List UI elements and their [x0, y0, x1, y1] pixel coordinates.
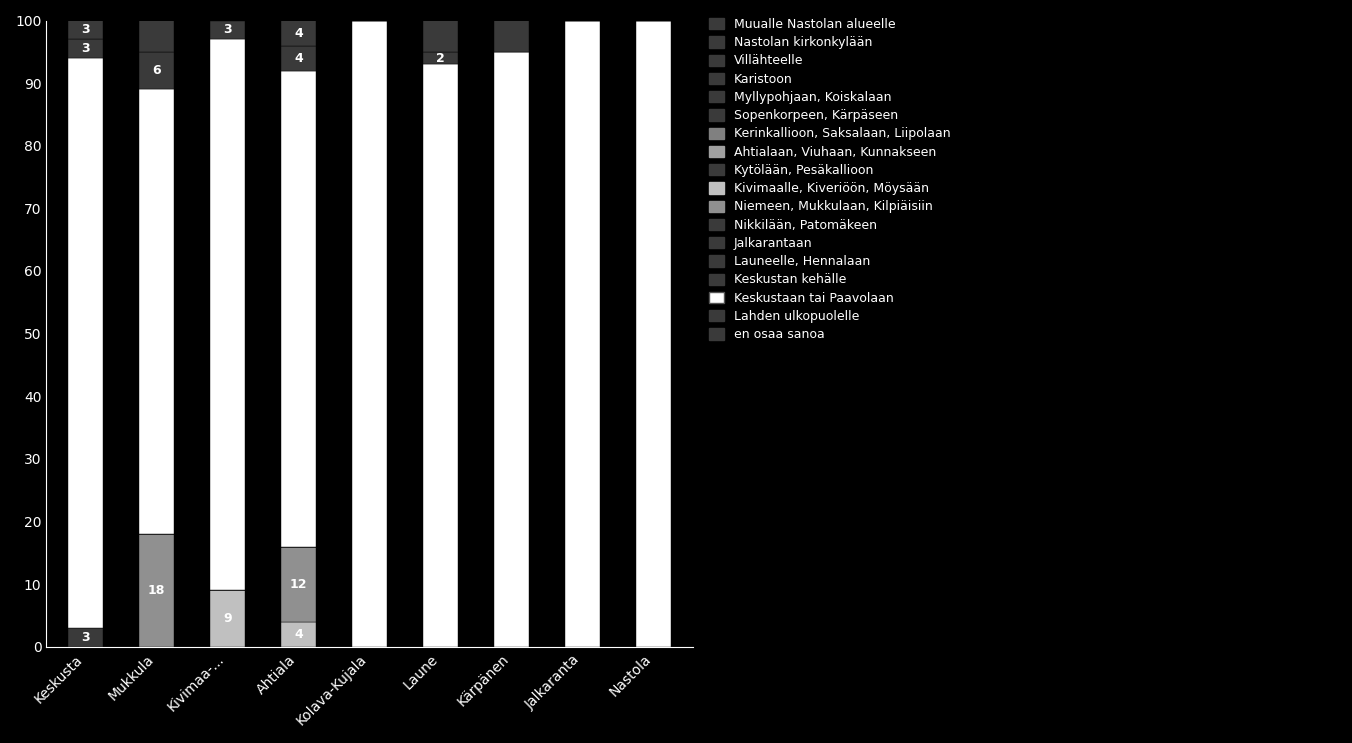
- Bar: [281, 45, 316, 71]
- Bar: [565, 21, 600, 646]
- Text: 2: 2: [437, 51, 445, 65]
- Bar: [423, 21, 458, 52]
- Bar: [138, 52, 174, 89]
- Bar: [68, 39, 103, 58]
- Bar: [138, 89, 174, 534]
- Bar: [68, 58, 103, 628]
- Bar: [68, 628, 103, 646]
- Legend: Muualle Nastolan alueelle, Nastolan kirkonkylään, Villähteelle, Karistoon, Mylly: Muualle Nastolan alueelle, Nastolan kirk…: [706, 14, 955, 345]
- Bar: [210, 21, 245, 39]
- Text: 4: 4: [293, 51, 303, 65]
- Bar: [138, 534, 174, 646]
- Bar: [281, 71, 316, 547]
- Bar: [352, 21, 387, 646]
- Bar: [423, 52, 458, 65]
- Text: 3: 3: [81, 42, 89, 55]
- Bar: [281, 547, 316, 622]
- Text: 12: 12: [289, 577, 307, 591]
- Text: 6: 6: [151, 64, 161, 77]
- Text: 3: 3: [81, 631, 89, 643]
- Text: 3: 3: [223, 23, 231, 36]
- Bar: [68, 21, 103, 39]
- Bar: [423, 65, 458, 646]
- Bar: [281, 622, 316, 646]
- Text: 18: 18: [147, 584, 165, 597]
- Text: 4: 4: [293, 27, 303, 39]
- Bar: [493, 52, 529, 646]
- Bar: [138, 21, 174, 52]
- Bar: [493, 21, 529, 52]
- Bar: [635, 21, 672, 646]
- Bar: [210, 591, 245, 646]
- Text: 4: 4: [293, 628, 303, 640]
- Text: 3: 3: [81, 23, 89, 36]
- Bar: [281, 21, 316, 45]
- Text: 9: 9: [223, 612, 231, 625]
- Bar: [210, 39, 245, 591]
